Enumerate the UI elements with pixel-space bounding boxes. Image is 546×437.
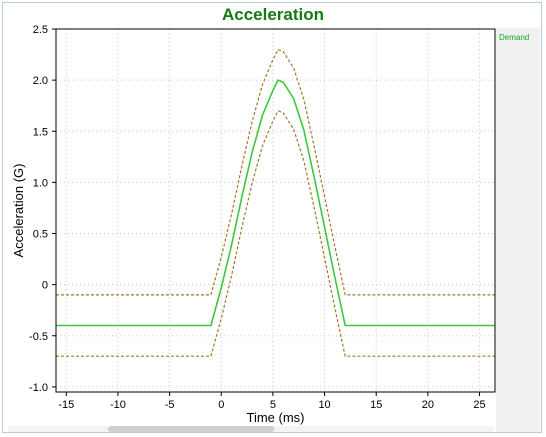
demand-line bbox=[56, 79, 495, 327]
x-tick-label: 0 bbox=[218, 399, 224, 411]
axis-ticks: -15 -10 -5 0 5 10 15 20 25 2.5 2.0 1.5 1.0 0.5 0 -0.5 -1… bbox=[29, 24, 486, 411]
lower-tolerance-line bbox=[56, 110, 495, 357]
y-tick-label: 1.5 bbox=[33, 126, 48, 138]
y-tick-label: -0.5 bbox=[29, 331, 48, 343]
x-axis-label: Time (ms) bbox=[246, 410, 304, 425]
x-tick-label: 10 bbox=[318, 399, 330, 411]
scrollbar-thumb[interactable] bbox=[108, 426, 274, 432]
series-lines bbox=[56, 48, 495, 357]
x-tick-label: 15 bbox=[370, 399, 382, 411]
x-tick-label: -5 bbox=[165, 399, 175, 411]
y-tick-label: 2.5 bbox=[33, 24, 48, 36]
y-tick-label: -1.0 bbox=[29, 382, 48, 394]
y-tick-label: 0 bbox=[42, 280, 48, 292]
horizontal-scrollbar[interactable] bbox=[8, 426, 494, 432]
grid bbox=[56, 28, 495, 392]
x-tick-label: 20 bbox=[422, 399, 434, 411]
x-tick-label: -10 bbox=[110, 399, 126, 411]
x-tick-label: 25 bbox=[473, 399, 485, 411]
y-axis-label: Acceleration (G) bbox=[11, 164, 26, 258]
x-tick-label: -15 bbox=[58, 399, 74, 411]
y-tick-label: 0.5 bbox=[33, 229, 48, 241]
legend: Demand bbox=[496, 28, 540, 432]
chart-frame bbox=[2, 2, 542, 433]
x-tick-label: 5 bbox=[270, 399, 276, 411]
chart-title: Acceleration bbox=[221, 5, 325, 24]
y-tick-label: 2.0 bbox=[33, 75, 48, 87]
plot-area-border bbox=[55, 28, 496, 393]
legend-item-demand: Demand bbox=[499, 33, 530, 42]
y-tick-label: 1.0 bbox=[33, 177, 48, 189]
